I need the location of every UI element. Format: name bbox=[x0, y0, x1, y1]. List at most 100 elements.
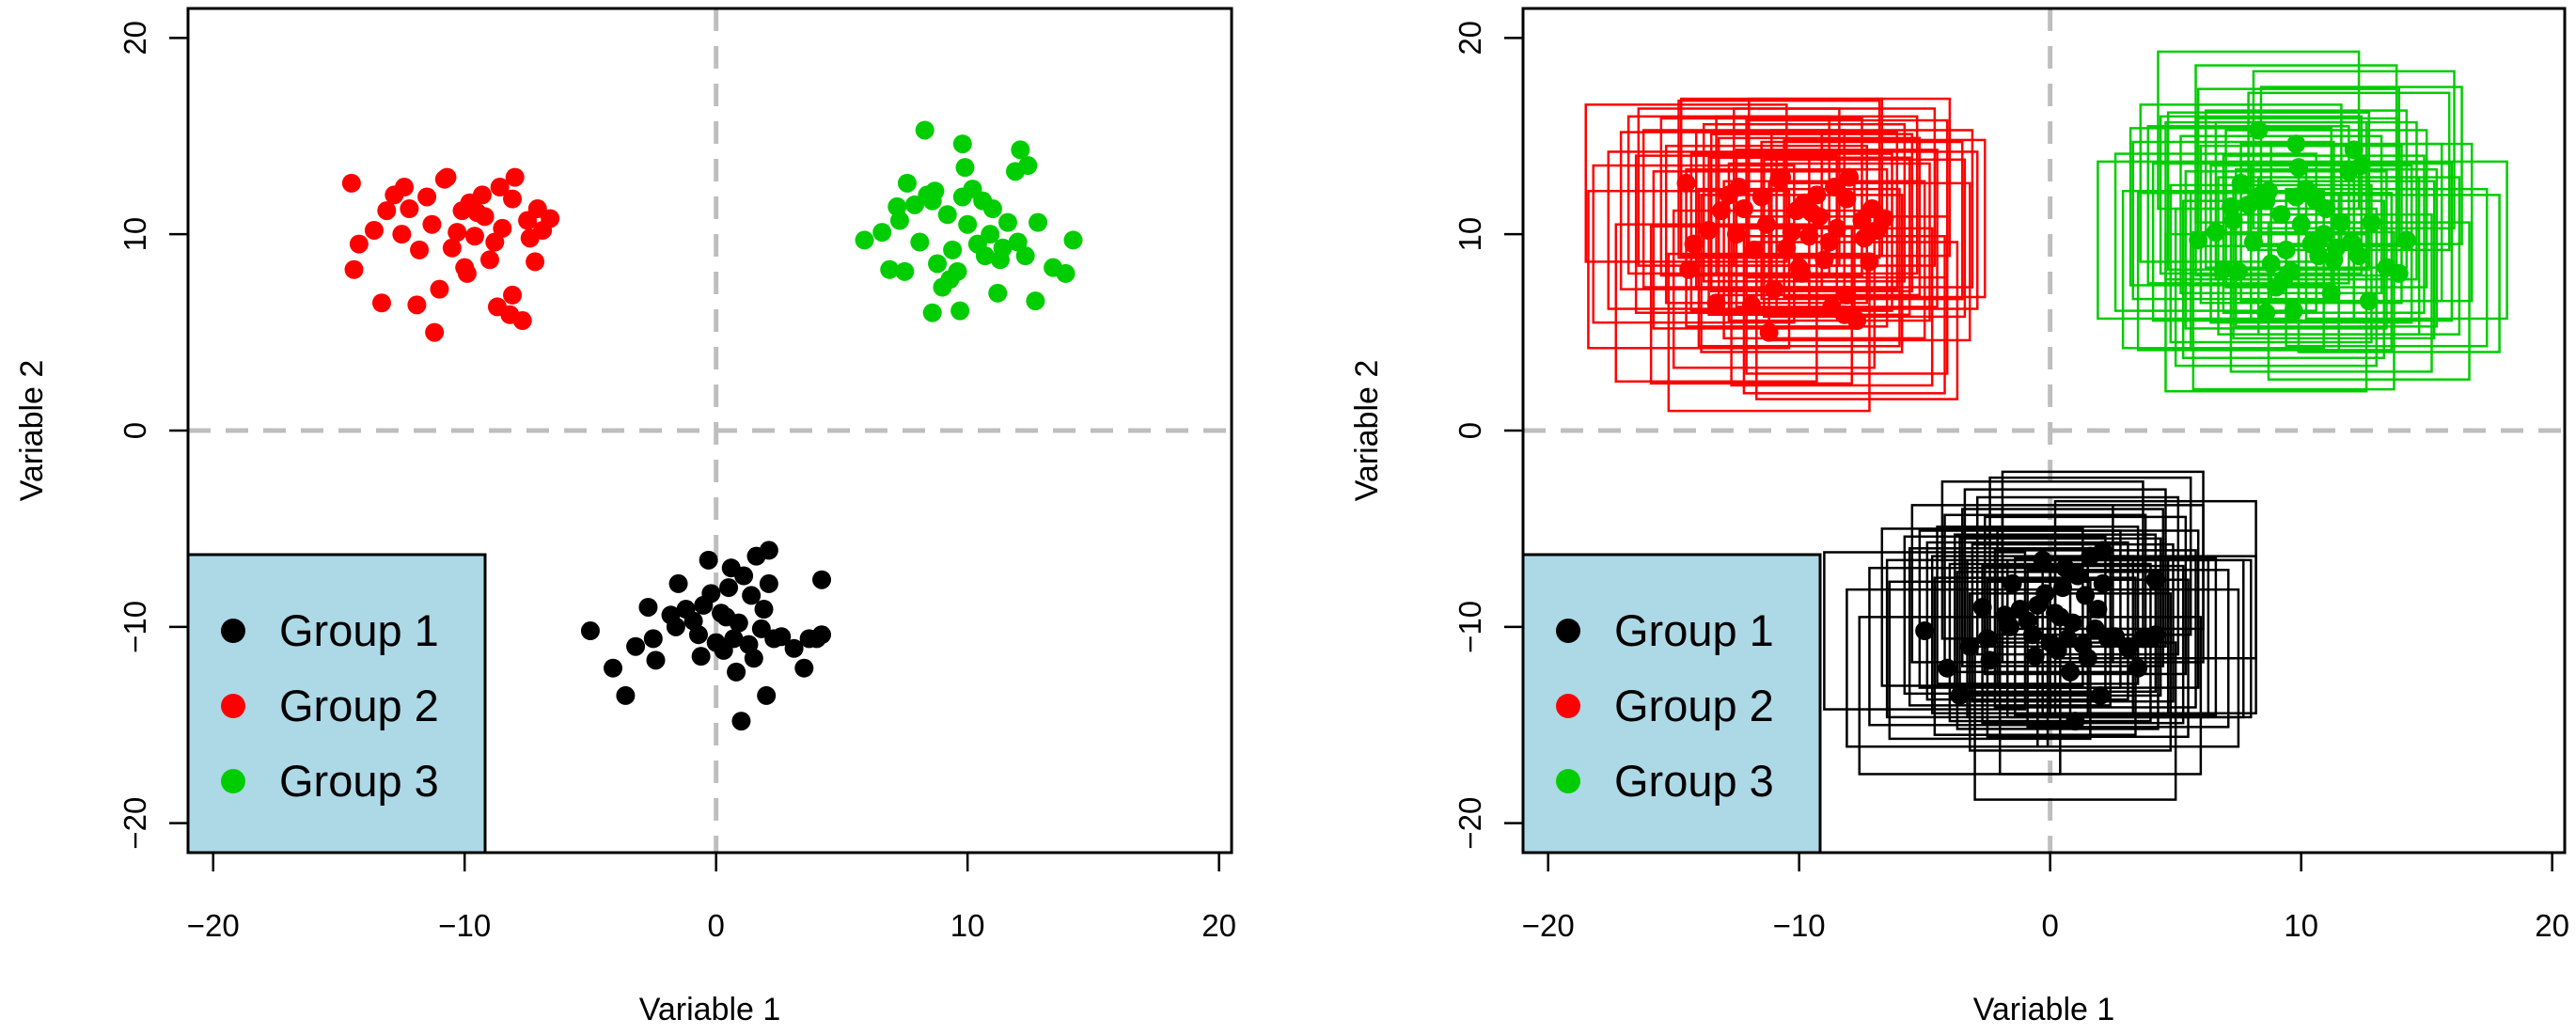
data-point bbox=[1827, 218, 1846, 238]
data-point bbox=[2068, 566, 2088, 586]
point-box bbox=[2259, 86, 2463, 245]
data-point bbox=[442, 238, 462, 258]
data-point bbox=[2396, 230, 2416, 250]
legend-marker bbox=[221, 619, 245, 643]
legend-label: Group 1 bbox=[1614, 605, 1774, 655]
point-box bbox=[1745, 215, 1949, 375]
data-point bbox=[1807, 185, 1827, 205]
data-point bbox=[425, 322, 445, 342]
data-point bbox=[2213, 259, 2233, 279]
data-point bbox=[604, 658, 623, 678]
data-point bbox=[950, 301, 970, 321]
legend-marker bbox=[1556, 769, 1580, 793]
legend-label: Group 3 bbox=[1614, 756, 1774, 806]
data-point bbox=[1819, 232, 1839, 252]
data-point bbox=[580, 621, 600, 641]
data-point bbox=[2000, 617, 2019, 636]
data-point bbox=[472, 185, 492, 205]
y-tick-label: 10 bbox=[118, 217, 152, 252]
data-point bbox=[1980, 651, 2000, 670]
point-box bbox=[1968, 592, 2173, 752]
legend-marker bbox=[221, 769, 245, 793]
data-point bbox=[2228, 261, 2248, 281]
data-point bbox=[503, 285, 523, 305]
data-point bbox=[371, 293, 391, 313]
point-box bbox=[1709, 133, 1914, 292]
data-point bbox=[2256, 303, 2276, 322]
data-point bbox=[341, 173, 361, 193]
point-box bbox=[2257, 176, 2461, 336]
data-point bbox=[493, 218, 512, 238]
data-point bbox=[1744, 240, 1764, 259]
data-point bbox=[475, 207, 495, 227]
data-point bbox=[2145, 570, 2165, 589]
point-box bbox=[1936, 525, 2140, 685]
data-point bbox=[1840, 167, 1860, 187]
data-point bbox=[2389, 263, 2409, 283]
data-point bbox=[2359, 291, 2379, 311]
data-point bbox=[955, 158, 975, 178]
data-point bbox=[915, 120, 935, 140]
y-tick-label: 10 bbox=[1453, 217, 1487, 252]
data-point bbox=[2309, 246, 2329, 266]
point-box bbox=[2026, 569, 2230, 729]
data-point bbox=[731, 712, 751, 731]
data-point bbox=[2078, 649, 2097, 668]
data-point bbox=[1711, 201, 1731, 221]
data-point bbox=[1015, 246, 1035, 266]
point-box bbox=[2234, 167, 2439, 328]
x-tick-label: 10 bbox=[2284, 908, 2318, 943]
data-point bbox=[772, 627, 792, 647]
legend-label: Group 2 bbox=[279, 681, 439, 730]
data-point bbox=[2025, 647, 2045, 666]
data-point bbox=[400, 199, 419, 219]
x-tick-label: 0 bbox=[2041, 908, 2058, 943]
point-box bbox=[1694, 131, 1899, 290]
data-point bbox=[377, 201, 397, 221]
data-point bbox=[759, 541, 778, 560]
point-box bbox=[1742, 235, 1946, 395]
data-point bbox=[925, 181, 945, 201]
point-box bbox=[1649, 225, 1854, 385]
data-point bbox=[349, 234, 369, 254]
data-point bbox=[2050, 607, 2070, 627]
data-point bbox=[1734, 199, 1753, 219]
data-point bbox=[1008, 232, 1028, 252]
point-box bbox=[1846, 588, 2050, 748]
data-point bbox=[2314, 225, 2333, 244]
x-tick-label: −10 bbox=[1773, 908, 1826, 943]
data-point bbox=[1814, 250, 1834, 270]
data-point bbox=[1860, 252, 1879, 272]
data-point bbox=[2276, 240, 2296, 259]
left-panel: Group 1 Group 2 Group 3 −20 −10 0 10 20 −20 −10 0 1… bbox=[14, 7, 1236, 1027]
data-point bbox=[1684, 234, 1704, 254]
data-point bbox=[988, 283, 1008, 303]
y-tick-label: 0 bbox=[118, 422, 152, 439]
data-point bbox=[1782, 223, 1801, 243]
right-panel: Group 1 Group 2 Group 3 −20 −10 0 10 20 −20 −10 0 1… bbox=[1349, 7, 2569, 1027]
data-point bbox=[1915, 621, 1935, 641]
point-box bbox=[1748, 97, 1952, 258]
data-point bbox=[485, 232, 505, 252]
data-point bbox=[1960, 636, 1980, 656]
x-axis-title: Variable 1 bbox=[639, 992, 781, 1027]
data-point bbox=[2022, 625, 2042, 645]
data-point bbox=[2028, 595, 2048, 615]
data-point bbox=[855, 230, 874, 250]
data-point bbox=[784, 638, 804, 658]
data-point bbox=[872, 223, 892, 243]
data-point bbox=[616, 685, 636, 705]
plot-area bbox=[188, 8, 1232, 853]
data-point bbox=[2145, 625, 2165, 645]
data-point bbox=[2076, 586, 2096, 605]
data-point bbox=[2286, 134, 2306, 154]
data-point bbox=[1837, 285, 1857, 305]
data-point bbox=[2281, 261, 2301, 281]
data-point bbox=[410, 240, 430, 259]
data-point bbox=[897, 173, 917, 193]
data-point bbox=[643, 629, 663, 649]
point-box bbox=[1745, 118, 1949, 279]
data-point bbox=[910, 232, 930, 252]
legend-label: Group 3 bbox=[279, 756, 439, 806]
